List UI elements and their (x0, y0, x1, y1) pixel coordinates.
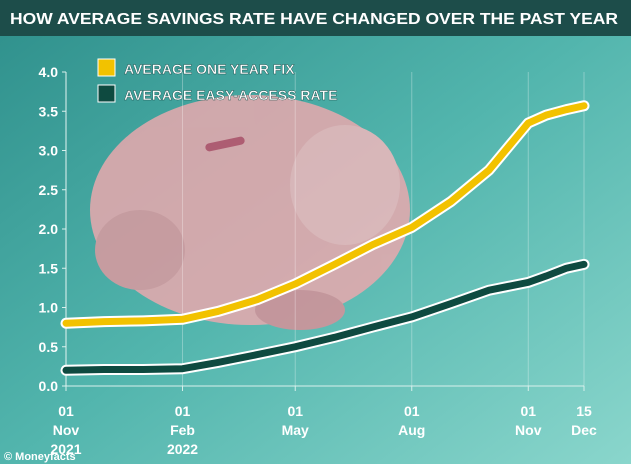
x-tick-label: 01 Nov 2021 (50, 403, 81, 457)
x-tick-label: 01 May (282, 403, 309, 438)
x-tick-label: 01 Aug (398, 403, 425, 438)
y-tick-label: 1.5 (39, 260, 59, 276)
line (62, 102, 588, 327)
x-tick-label: 01 Feb 2022 (167, 403, 198, 457)
legend-swatch (97, 58, 116, 77)
title-bar (0, 0, 631, 36)
legend-label: AVERAGE ONE YEAR FIX (124, 61, 295, 77)
line (62, 260, 588, 374)
source: © Moneyfacts (4, 451, 76, 463)
y-tick-label: 3.5 (39, 103, 59, 119)
x-tick-label: 15 Dec (571, 403, 597, 438)
legend-swatch (97, 84, 116, 103)
y-tick-label: 1.0 (39, 300, 59, 316)
y-tick-label: 2.0 (39, 221, 59, 237)
y-tick-label: 4.0 (39, 64, 59, 80)
x-tick-label: 01 Nov (515, 403, 542, 438)
chart-title: HOW AVERAGE SAVINGS RATE HAVE CHANGED OV… (10, 11, 618, 28)
y-tick-label: 0.0 (39, 378, 59, 394)
y-tick-label: 3.0 (39, 143, 59, 159)
y-tick-label: 2.5 (39, 182, 59, 198)
y-tick-label: 0.5 (39, 339, 59, 355)
legend-label: AVERAGE EASY-ACCESS RATE (124, 87, 337, 103)
